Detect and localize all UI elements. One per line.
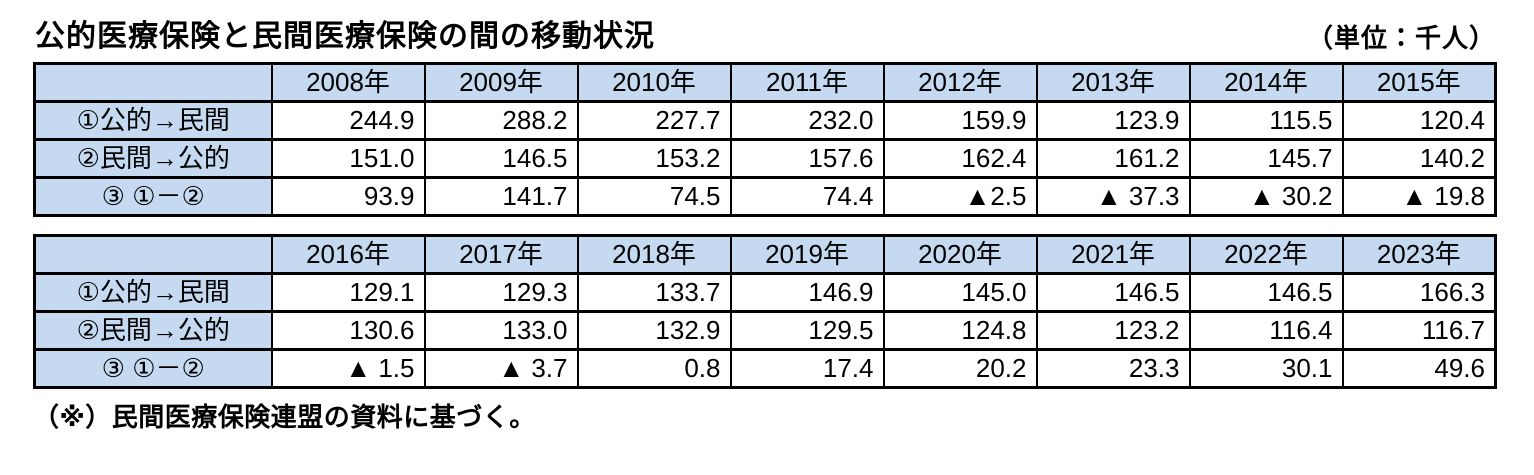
value-cell: 132.9: [576, 310, 732, 351]
year-header-cell: 2015年: [1341, 62, 1497, 103]
value-cell: 159.9: [882, 100, 1038, 141]
year-header-cell: 2014年: [1188, 62, 1344, 103]
value-cell: 146.5: [1035, 272, 1191, 313]
value-cell: 141.7: [423, 176, 579, 217]
value-cell: 227.7: [576, 100, 732, 141]
row-label: ①公的→民間: [33, 272, 273, 313]
year-header-cell: 2016年: [270, 234, 426, 275]
value-cell: 123.9: [1035, 100, 1191, 141]
value-cell: 146.5: [423, 138, 579, 179]
report-page: 公的医療保険と民間医療保険の間の移動状況 （単位：千人） 2008年 2009年…: [0, 20, 1534, 475]
value-cell: 133.7: [576, 272, 732, 313]
year-header-cell: 2008年: [270, 62, 426, 103]
value-cell: 123.2: [1035, 310, 1191, 351]
table-row-difference: ③ ①－② 93.9 141.7 74.5 74.4 ▲2.5 ▲ 37.3 ▲…: [33, 176, 1497, 217]
value-cell: 124.8: [882, 310, 1038, 351]
value-cell: 49.6: [1341, 348, 1497, 389]
year-header-cell: 2020年: [882, 234, 1038, 275]
value-cell: 17.4: [729, 348, 885, 389]
value-cell: 166.3: [1341, 272, 1497, 313]
value-cell: 116.7: [1341, 310, 1497, 351]
value-cell: 0.8: [576, 348, 732, 389]
year-header-row: 2016年 2017年 2018年 2019年 2020年 2021年 2022…: [33, 234, 1497, 275]
value-cell: 130.6: [270, 310, 426, 351]
value-cell: 120.4: [1341, 100, 1497, 141]
value-cell: ▲ 30.2: [1188, 176, 1344, 217]
table-2008-2015: 2008年 2009年 2010年 2011年 2012年 2013年 2014…: [33, 62, 1497, 217]
value-cell: 162.4: [882, 138, 1038, 179]
value-cell: 133.0: [423, 310, 579, 351]
value-cell: ▲ 19.8: [1341, 176, 1497, 217]
table-row-public-to-private: ①公的→民間 129.1 129.3 133.7 146.9 145.0 146…: [33, 272, 1497, 313]
value-cell: 74.5: [576, 176, 732, 217]
value-cell: 140.2: [1341, 138, 1497, 179]
year-header-cell: 2009年: [423, 62, 579, 103]
row-label: ①公的→民間: [33, 100, 273, 141]
source-footnote: （※）民間医療保険連盟の資料に基づく。: [33, 402, 536, 432]
table-2016-2023: 2016年 2017年 2018年 2019年 2020年 2021年 2022…: [33, 234, 1497, 389]
value-cell: 145.0: [882, 272, 1038, 313]
year-header-cell: 2011年: [729, 62, 885, 103]
row-label: ③ ①－②: [33, 176, 273, 217]
year-header-cell: 2017年: [423, 234, 579, 275]
value-cell: 23.3: [1035, 348, 1191, 389]
year-header-row: 2008年 2009年 2010年 2011年 2012年 2013年 2014…: [33, 62, 1497, 103]
corner-cell: [33, 62, 273, 103]
value-cell: ▲ 37.3: [1035, 176, 1191, 217]
value-cell: 115.5: [1188, 100, 1344, 141]
value-cell: ▲2.5: [882, 176, 1038, 217]
value-cell: ▲ 3.7: [423, 348, 579, 389]
year-header-cell: 2018年: [576, 234, 732, 275]
value-cell: 129.5: [729, 310, 885, 351]
year-header-cell: 2013年: [1035, 62, 1191, 103]
row-label: ③ ①－②: [33, 348, 273, 389]
value-cell: 153.2: [576, 138, 732, 179]
value-cell: 30.1: [1188, 348, 1344, 389]
row-label: ②民間→公的: [33, 138, 273, 179]
value-cell: 151.0: [270, 138, 426, 179]
year-header-cell: 2019年: [729, 234, 885, 275]
unit-label: （単位：千人）: [1306, 23, 1496, 54]
value-cell: ▲ 1.5: [270, 348, 426, 389]
value-cell: 161.2: [1035, 138, 1191, 179]
year-header-cell: 2010年: [576, 62, 732, 103]
value-cell: 232.0: [729, 100, 885, 141]
value-cell: 20.2: [882, 348, 1038, 389]
page-title: 公的医療保険と民間医療保険の間の移動状況: [35, 20, 655, 53]
table-row-difference: ③ ①－② ▲ 1.5 ▲ 3.7 0.8 17.4 20.2 23.3 30.…: [33, 348, 1497, 389]
year-header-cell: 2023年: [1341, 234, 1497, 275]
header-line: 公的医療保険と民間医療保険の間の移動状況 （単位：千人）: [35, 20, 1496, 53]
value-cell: 74.4: [729, 176, 885, 217]
value-cell: 146.9: [729, 272, 885, 313]
row-label: ②民間→公的: [33, 310, 273, 351]
year-header-cell: 2012年: [882, 62, 1038, 103]
value-cell: 157.6: [729, 138, 885, 179]
table-row-private-to-public: ②民間→公的 130.6 133.0 132.9 129.5 124.8 123…: [33, 310, 1497, 351]
value-cell: 288.2: [423, 100, 579, 141]
corner-cell: [33, 234, 273, 275]
table-row-private-to-public: ②民間→公的 151.0 146.5 153.2 157.6 162.4 161…: [33, 138, 1497, 179]
value-cell: 129.1: [270, 272, 426, 313]
table-row-public-to-private: ①公的→民間 244.9 288.2 227.7 232.0 159.9 123…: [33, 100, 1497, 141]
value-cell: 116.4: [1188, 310, 1344, 351]
year-header-cell: 2022年: [1188, 234, 1344, 275]
value-cell: 146.5: [1188, 272, 1344, 313]
value-cell: 93.9: [270, 176, 426, 217]
value-cell: 145.7: [1188, 138, 1344, 179]
value-cell: 129.3: [423, 272, 579, 313]
value-cell: 244.9: [270, 100, 426, 141]
year-header-cell: 2021年: [1035, 234, 1191, 275]
